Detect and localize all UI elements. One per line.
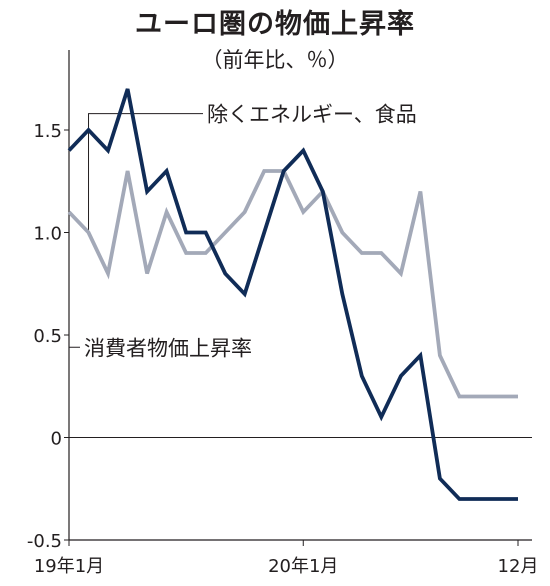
callout-leader-core <box>88 113 203 233</box>
x-tick-label: 19年1月 <box>34 556 104 577</box>
legend-label-cpi: 消費者物価上昇率 <box>84 336 252 360</box>
series-lines <box>67 88 518 501</box>
y-tick-label: -0.5 <box>27 531 62 552</box>
y-tick-label: 1.5 <box>33 121 62 142</box>
y-tick-label: 0.5 <box>33 326 62 347</box>
series-line-consumer-prices <box>67 88 518 501</box>
series-line-core <box>67 169 518 399</box>
y-tick-label: 0 <box>51 429 62 450</box>
callout-leader-cpi <box>68 150 80 348</box>
legend-label-core: 除くエネルギー、食品 <box>207 103 417 127</box>
x-tick-label: 12月 <box>498 556 539 577</box>
chart-subtitle: （前年比、％） <box>201 48 349 72</box>
y-tick-label: 1.0 <box>33 224 62 245</box>
axes: -0.5 0 0.5 1.0 1.5 19年1月 20年1月 12月 <box>27 50 539 577</box>
x-tick-label: 20年1月 <box>268 556 338 577</box>
chart-title: ユーロ圏の物価上昇率 <box>135 9 415 40</box>
